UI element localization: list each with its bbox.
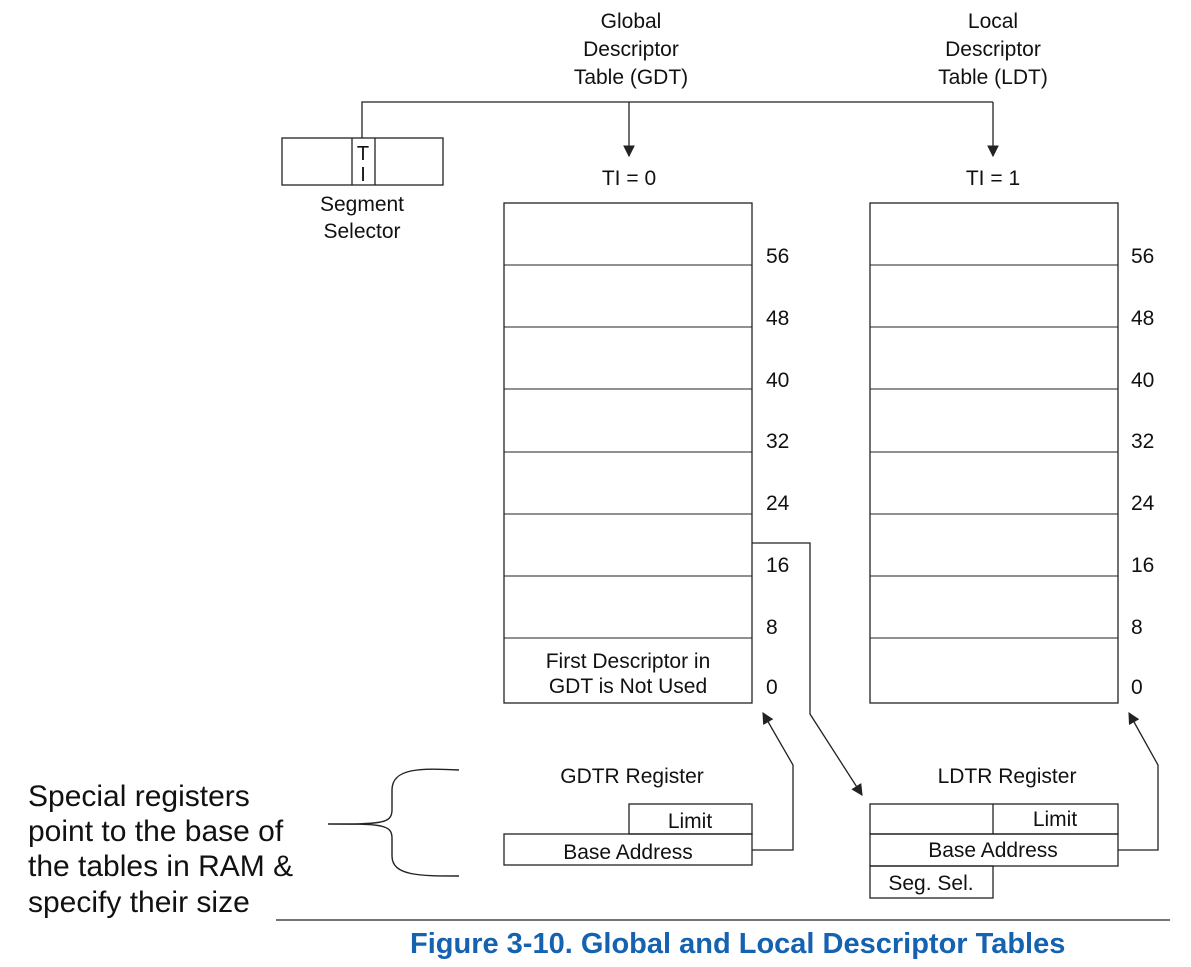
ldt-offset-label: 56 — [1131, 245, 1154, 268]
ldt-offset-label: 16 — [1131, 554, 1154, 577]
gdt-table: First Descriptor in GDT is Not Used — [503, 202, 753, 704]
gdt-offset-label: 16 — [766, 554, 789, 577]
gdt-first-descriptor-line-1: First Descriptor in — [546, 650, 711, 673]
ldt-offset-label: 40 — [1131, 369, 1154, 392]
note-line-4: specify their size — [28, 886, 250, 919]
gdt-offset-label: 8 — [766, 616, 778, 639]
ldt-offset-label: 48 — [1131, 307, 1154, 330]
ldt-offsets: 56 48 40 32 24 16 8 0 — [1131, 245, 1155, 699]
ti-bit-bottom: I — [360, 164, 366, 186]
ldt-ti-label: TI = 1 — [966, 167, 1020, 190]
ldt-descriptor-connector — [752, 542, 863, 796]
ldt-offset-label: 24 — [1131, 492, 1155, 515]
gdt-offset-label: 32 — [766, 430, 789, 453]
gdt-offset-label: 40 — [766, 369, 789, 392]
ldtr-title: LDTR Register — [938, 765, 1077, 788]
ldt-header-line-1: Local — [968, 10, 1018, 33]
arrow-ldtr-to-ldt-base — [1118, 711, 1159, 851]
ldtr-register: LDTR Register Limit Base Address Seg. Se… — [869, 765, 1119, 899]
curly-brace — [327, 768, 460, 877]
note-line-2: point to the base of — [28, 815, 284, 848]
ti-bracket-line — [361, 101, 993, 138]
gdt-header-line-1: Global — [601, 10, 662, 33]
gdt-offset-label: 24 — [766, 492, 790, 515]
ldt-offset-label: 32 — [1131, 430, 1154, 453]
ldt-table-frame — [869, 202, 1119, 704]
gdtr-limit-label: Limit — [668, 810, 713, 833]
gdt-first-descriptor-line-2: GDT is Not Used — [549, 675, 707, 698]
ldt-header-line-2: Descriptor — [945, 38, 1041, 61]
gdtr-register: GDTR Register Limit Base Address — [503, 765, 753, 866]
gdtr-title: GDTR Register — [560, 765, 704, 788]
gdt-ti-label: TI = 0 — [602, 167, 656, 190]
segment-selector-label-1: Segment — [320, 193, 404, 216]
gdt-header-line-3: Table (GDT) — [574, 66, 688, 89]
ldt-offset-label: 8 — [1131, 616, 1143, 639]
segment-selector: T I Segment Selector — [281, 137, 444, 243]
figure-caption: Figure 3-10. Global and Local Descriptor… — [410, 928, 1066, 960]
gdt-offsets: 56 48 40 32 24 16 8 0 — [766, 245, 790, 699]
gdt-header: Global Descriptor Table (GDT) — [574, 10, 688, 89]
note-line-1: Special registers — [28, 780, 250, 813]
gdtr-base-label: Base Address — [563, 841, 693, 864]
gdt-offset-label: 56 — [766, 245, 789, 268]
arrow-gdt-entry-to-ldtr — [752, 542, 863, 796]
ti-select-connector — [361, 101, 999, 158]
ldt-table — [869, 202, 1119, 704]
segment-selector-label-2: Selector — [323, 220, 400, 243]
ti-bit-top: T — [357, 143, 369, 165]
gdt-offset-label: 48 — [766, 307, 789, 330]
ldtr-seg-sel-field — [869, 865, 994, 899]
ldt-offset-label: 0 — [1131, 676, 1143, 699]
gdt-table-frame — [503, 202, 753, 704]
ldt-header: Local Descriptor Table (LDT) — [938, 10, 1048, 89]
gdt-offset-label: 0 — [766, 676, 778, 699]
ldtr-base-label: Base Address — [928, 839, 1058, 862]
ldtr-top-row — [869, 803, 1119, 835]
ldtr-limit-label: Limit — [1033, 808, 1078, 831]
segment-selector-box — [281, 137, 444, 186]
gdt-header-line-2: Descriptor — [583, 38, 679, 61]
ldt-header-line-3: Table (LDT) — [938, 66, 1048, 89]
note-line-3: the tables in RAM & — [28, 850, 294, 883]
ldtr-seg-sel-label: Seg. Sel. — [888, 872, 973, 895]
arrow-gdtr-to-gdt-base — [752, 711, 794, 851]
